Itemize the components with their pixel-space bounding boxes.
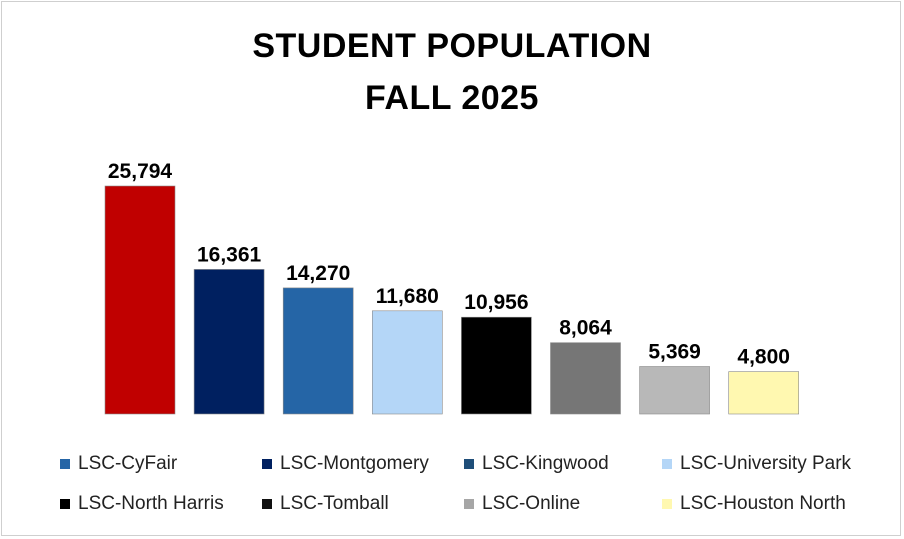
bar-6 <box>639 366 710 415</box>
legend-label: LSC-North Harris <box>78 493 224 514</box>
legend-label: LSC-Kingwood <box>482 453 609 474</box>
legend-swatch <box>262 459 272 469</box>
bar-7 <box>728 371 800 415</box>
legend-label: LSC-Tomball <box>280 493 389 514</box>
legend-label: LSC-University Park <box>680 453 852 474</box>
data-label-0: 25,794 <box>108 160 173 183</box>
data-label-6: 5,369 <box>648 341 701 364</box>
chart-title-line-1: STUDENT POPULATION <box>252 27 652 65</box>
legend-label: LSC-Online <box>482 493 581 514</box>
bar-5 <box>550 342 621 415</box>
bar-3 <box>371 310 443 415</box>
legend-item-6: LSC-Online <box>464 492 580 516</box>
legend-swatch <box>662 499 672 509</box>
legend-swatch <box>60 459 70 469</box>
bar-4 <box>461 316 532 415</box>
legend-item-3: LSC-University Park <box>662 452 851 476</box>
legend-item-4: LSC-North Harris <box>60 492 224 516</box>
legend-swatch <box>60 499 70 509</box>
legend-item-7: LSC-Houston North <box>662 492 846 516</box>
legend-swatch <box>464 459 474 469</box>
data-label-2: 14,270 <box>286 262 350 285</box>
bar-1 <box>193 269 265 415</box>
legend-item-2: LSC-Kingwood <box>464 452 609 476</box>
legend-label: LSC-Houston North <box>680 493 846 514</box>
legend-item-1: LSC-Montgomery <box>262 452 429 476</box>
legend-swatch <box>262 499 272 509</box>
legend-label: LSC-Montgomery <box>280 453 429 474</box>
chart-title-line-2: FALL 2025 <box>365 79 539 117</box>
legend-label: LSC-CyFair <box>78 453 178 474</box>
legend-swatch <box>662 459 672 469</box>
legend-item-5: LSC-Tomball <box>262 492 389 516</box>
data-label-4: 10,956 <box>464 291 528 314</box>
legend-item-0: LSC-CyFair <box>60 452 177 476</box>
bar-2 <box>282 287 354 415</box>
data-label-7: 4,800 <box>737 346 790 369</box>
data-label-1: 16,361 <box>197 243 262 266</box>
data-label-5: 8,064 <box>559 317 612 340</box>
data-label-3: 11,680 <box>376 285 439 308</box>
legend-swatch <box>464 499 474 509</box>
bar-0 <box>104 185 176 415</box>
